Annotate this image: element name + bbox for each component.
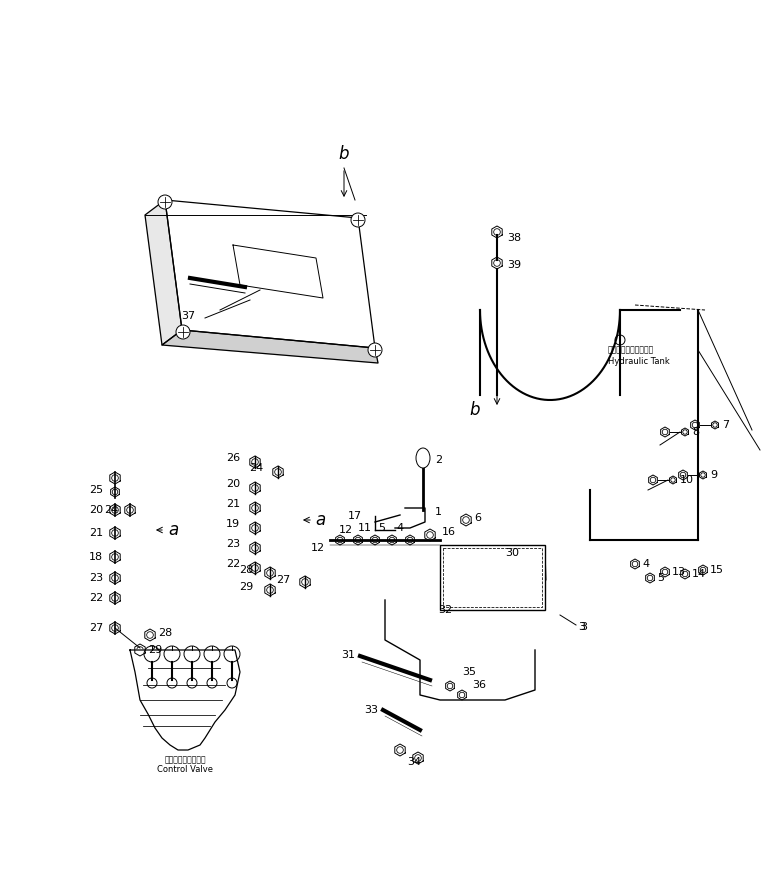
Text: 19: 19	[226, 519, 240, 529]
Text: 32: 32	[438, 605, 452, 615]
Text: 28: 28	[158, 628, 172, 638]
Text: 21: 21	[226, 499, 240, 509]
Text: 9: 9	[710, 470, 717, 480]
Text: 1: 1	[435, 507, 442, 517]
Text: a: a	[168, 521, 179, 539]
Text: 27: 27	[276, 575, 290, 585]
Text: b: b	[470, 401, 480, 419]
Text: 17: 17	[348, 511, 362, 521]
Text: 15: 15	[710, 565, 724, 575]
Text: a: a	[315, 511, 325, 529]
Polygon shape	[145, 200, 182, 345]
Text: 34: 34	[407, 757, 421, 767]
Text: 13: 13	[672, 567, 686, 577]
Text: 3: 3	[578, 622, 585, 632]
Text: 12: 12	[339, 525, 353, 535]
Text: 37: 37	[181, 311, 195, 321]
Text: 29: 29	[239, 582, 253, 592]
Text: 21: 21	[89, 528, 103, 538]
Circle shape	[158, 195, 172, 209]
Text: 3: 3	[580, 622, 587, 632]
Text: 6: 6	[474, 513, 481, 523]
Text: 24: 24	[249, 463, 263, 473]
Text: 30: 30	[505, 548, 519, 558]
Bar	[443, 548, 542, 607]
Text: 5: 5	[657, 573, 664, 583]
Text: 8: 8	[692, 427, 699, 437]
Circle shape	[368, 343, 382, 357]
Text: 22: 22	[226, 559, 240, 569]
Text: 4: 4	[642, 559, 649, 569]
Text: b: b	[339, 145, 349, 163]
Text: 25: 25	[89, 485, 103, 495]
Text: 14: 14	[692, 569, 706, 579]
Text: 29: 29	[148, 645, 162, 655]
Text: 23: 23	[226, 539, 240, 549]
Polygon shape	[162, 330, 378, 363]
Text: コントロールバルブ: コントロールバルブ	[164, 755, 206, 764]
Text: 20: 20	[226, 479, 240, 489]
Text: 23: 23	[89, 573, 103, 583]
Text: 20: 20	[89, 505, 103, 515]
Bar	[440, 545, 545, 610]
Ellipse shape	[416, 448, 430, 468]
Text: 39: 39	[507, 260, 521, 270]
Text: 28: 28	[239, 565, 253, 575]
Text: 16: 16	[442, 527, 456, 537]
Text: 26: 26	[226, 453, 240, 463]
Text: 10: 10	[680, 475, 694, 485]
Text: 2: 2	[435, 455, 442, 465]
Circle shape	[351, 213, 365, 227]
Text: Control Valve: Control Valve	[157, 765, 213, 774]
Text: 5: 5	[378, 523, 385, 533]
Polygon shape	[165, 200, 375, 348]
Text: ハイドロリックタンク: ハイドロリックタンク	[608, 346, 655, 355]
Text: 31: 31	[341, 650, 355, 660]
Circle shape	[176, 325, 190, 339]
Text: 35: 35	[462, 667, 476, 677]
Text: 12: 12	[311, 543, 325, 553]
Text: 4: 4	[396, 523, 403, 533]
Text: 22: 22	[88, 593, 103, 603]
Text: 38: 38	[507, 233, 521, 243]
Text: 36: 36	[472, 680, 486, 690]
Text: 33: 33	[364, 705, 378, 715]
Text: Hydraulic Tank: Hydraulic Tank	[608, 357, 669, 366]
Text: 18: 18	[89, 552, 103, 562]
Text: 7: 7	[722, 420, 729, 430]
Text: 11: 11	[358, 523, 372, 533]
Text: 27: 27	[88, 623, 103, 633]
Polygon shape	[130, 650, 240, 750]
Text: 24: 24	[104, 505, 118, 515]
